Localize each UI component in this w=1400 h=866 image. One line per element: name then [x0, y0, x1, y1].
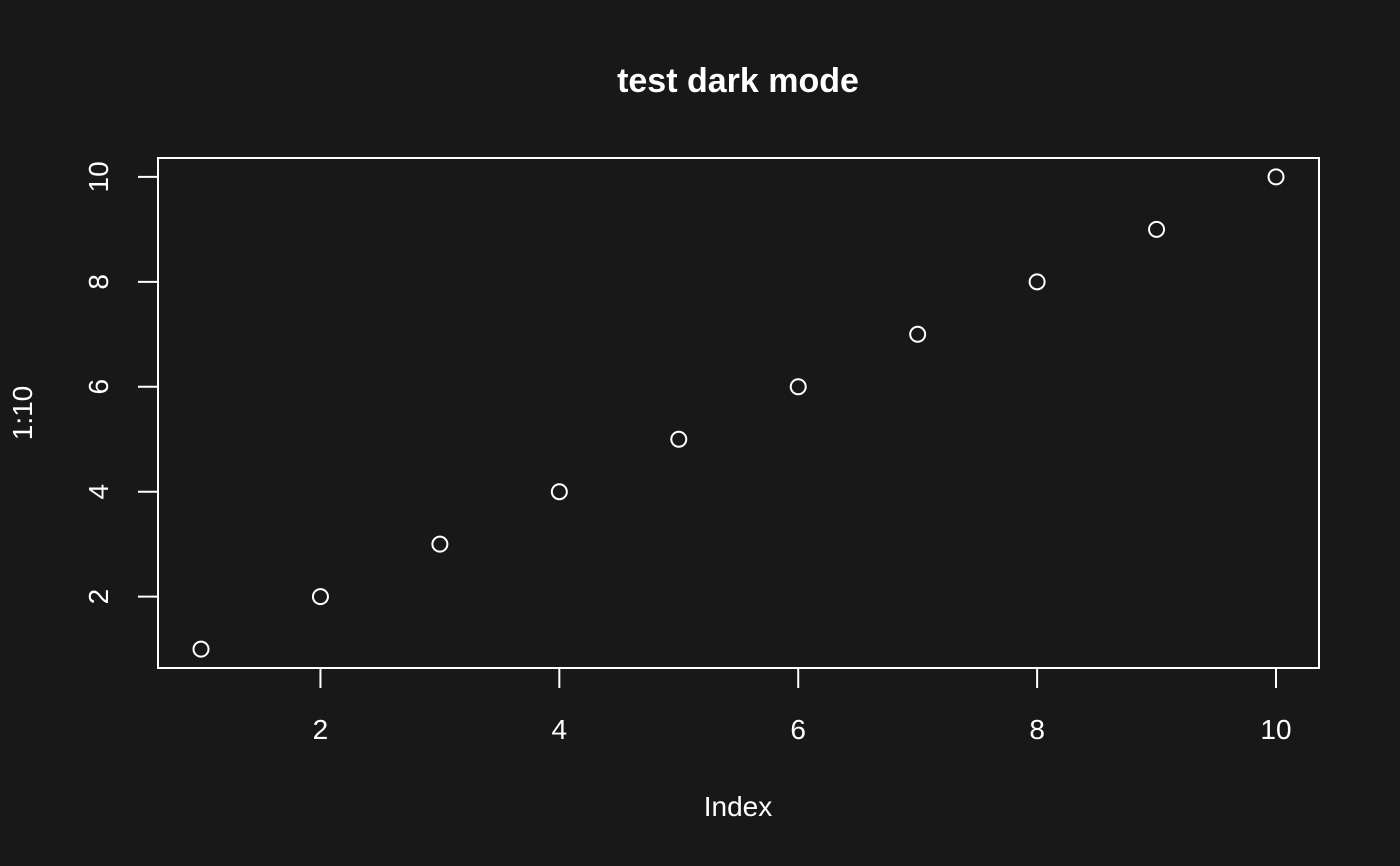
data-point	[909, 325, 927, 343]
data-point	[431, 535, 449, 553]
x-axis: 2 4 6 8 10	[313, 667, 1292, 745]
data-point	[1267, 168, 1285, 186]
x-tick-label: 4	[552, 714, 568, 745]
y-tick-label: 6	[83, 379, 114, 395]
chart-title: test dark mode	[617, 62, 859, 100]
data-point	[1028, 273, 1046, 291]
y-axis: 2 4 6 8 10	[83, 161, 159, 605]
y-axis-label: 1:10	[7, 386, 38, 441]
x-tick-label: 2	[313, 714, 329, 745]
data-points	[192, 168, 1285, 658]
data-point	[311, 588, 329, 606]
y-tick-label: 2	[83, 589, 114, 605]
y-tick-label: 8	[83, 274, 114, 290]
data-point	[192, 640, 210, 658]
x-tick-label: 6	[790, 714, 806, 745]
x-tick-label: 10	[1260, 714, 1291, 745]
data-point	[1148, 220, 1166, 238]
y-tick-label: 10	[83, 161, 114, 192]
x-axis-label: Index	[704, 791, 773, 822]
data-point	[789, 378, 807, 396]
y-tick-label: 4	[83, 484, 114, 500]
data-point	[550, 483, 568, 501]
x-tick-label: 8	[1029, 714, 1045, 745]
data-point	[670, 430, 688, 448]
